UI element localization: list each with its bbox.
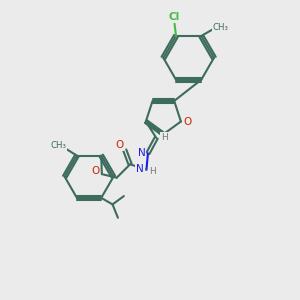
Text: CH₃: CH₃ — [213, 23, 229, 32]
Text: Cl: Cl — [169, 12, 180, 22]
Text: O: O — [115, 140, 124, 150]
Text: CH₃: CH₃ — [50, 141, 66, 150]
Text: O: O — [91, 166, 99, 176]
Text: H: H — [150, 167, 156, 176]
Text: O: O — [183, 116, 192, 127]
Text: H: H — [161, 133, 168, 142]
Text: N: N — [136, 164, 144, 174]
Text: N: N — [137, 148, 145, 158]
